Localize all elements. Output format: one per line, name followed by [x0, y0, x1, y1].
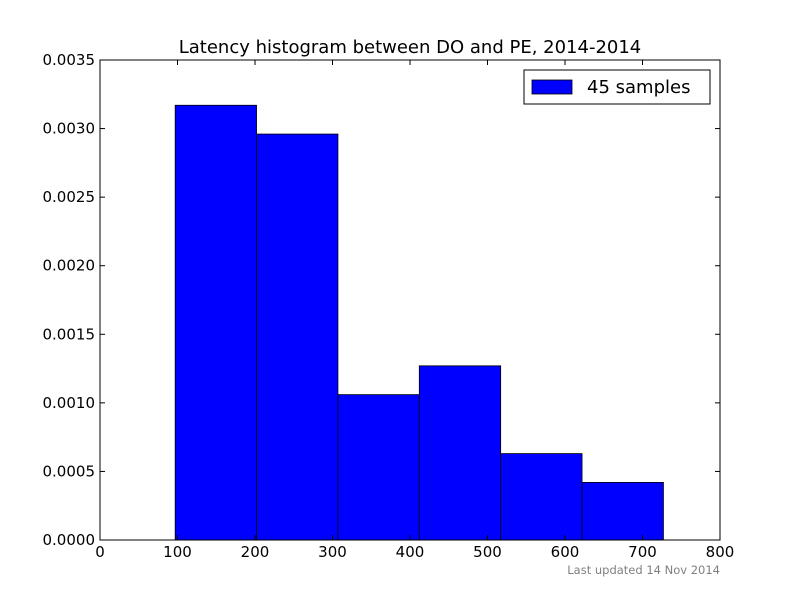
- y-tick-label: 0.0000: [43, 531, 96, 549]
- y-tick-label: 0.0035: [43, 51, 96, 69]
- legend: 45 samples: [523, 69, 711, 105]
- y-tick-label: 0.0025: [43, 188, 96, 206]
- x-tick-label: 200: [241, 543, 270, 561]
- x-tick-label: 500: [473, 543, 502, 561]
- x-tick-label: 600: [551, 543, 580, 561]
- histogram-bar: [581, 481, 664, 541]
- histogram-bar: [256, 133, 339, 541]
- chart-title: Latency histogram between DO and PE, 201…: [179, 37, 642, 58]
- legend-label: 45 samples: [587, 77, 690, 98]
- histogram-bars: [174, 104, 664, 541]
- y-axis: 0.0000 0.0005 0.0010 0.0015 0.0020 0.0025 0.00…: [43, 51, 720, 549]
- y-tick-label: 0.0010: [43, 394, 96, 412]
- histogram-bar: [500, 453, 583, 541]
- x-tick-label: 700: [628, 543, 657, 561]
- y-tick-label: 0.0005: [43, 462, 96, 480]
- x-tick-label: 0: [95, 543, 105, 561]
- x-tick-label: 800: [706, 543, 735, 561]
- x-tick-label: 100: [163, 543, 192, 561]
- plot-frame: [99, 59, 721, 541]
- histogram-bar: [337, 394, 420, 541]
- x-tick-label: 400: [396, 543, 425, 561]
- y-tick-label: 0.0030: [43, 120, 96, 138]
- histogram-bar: [418, 365, 502, 541]
- x-tick-label: 300: [318, 543, 347, 561]
- last-updated-note: Last updated 14 Nov 2014: [567, 563, 720, 577]
- legend-swatch: [531, 79, 573, 95]
- y-tick-label: 0.0020: [43, 257, 96, 275]
- y-tick-label: 0.0015: [43, 325, 96, 343]
- histogram-bar: [174, 104, 257, 541]
- x-axis: 0 100 200 300 400 500 600 700 800: [95, 60, 734, 561]
